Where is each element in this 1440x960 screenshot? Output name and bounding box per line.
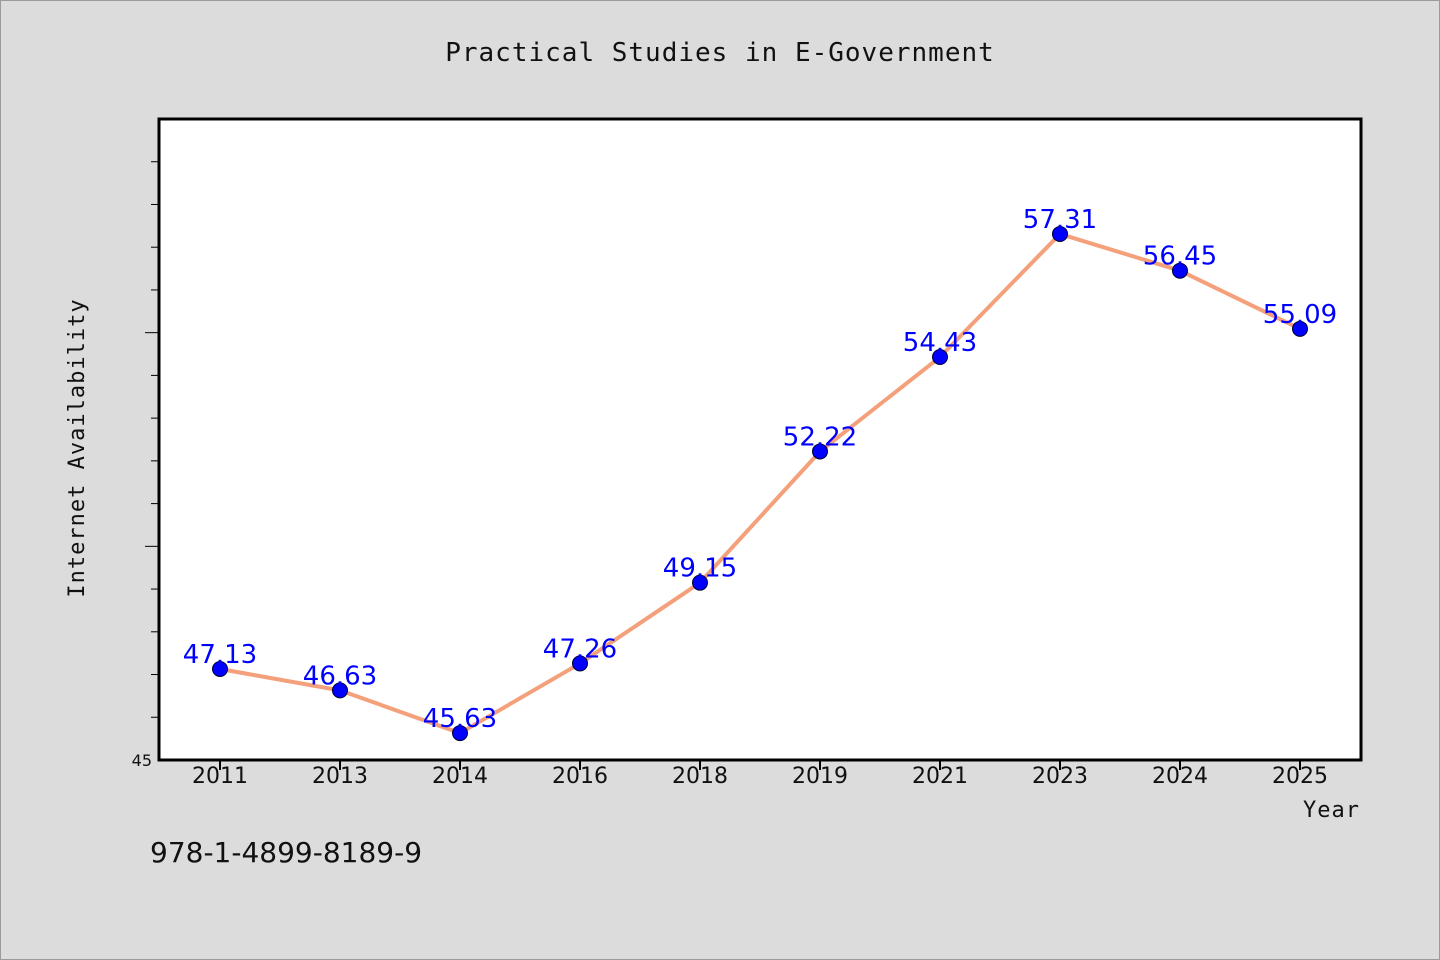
x-tick-label: 2011 xyxy=(192,764,248,789)
y-axis-min-label: 45 xyxy=(132,751,152,770)
data-point xyxy=(1172,262,1188,279)
data-label: 52.22 xyxy=(783,422,857,452)
chart-title: Practical Studies in E-Government xyxy=(445,38,995,68)
data-label: 54.43 xyxy=(903,328,977,358)
data-point xyxy=(812,443,828,460)
data-point xyxy=(692,574,708,591)
isbn-text: 978-1-4899-8189-9 xyxy=(150,836,422,869)
data-markers xyxy=(212,225,1308,742)
y-axis-ticks xyxy=(145,161,159,718)
data-label: 47.26 xyxy=(543,634,617,664)
y-axis-title: Internet Availability xyxy=(65,298,90,597)
x-tick-label: 2016 xyxy=(552,764,608,789)
data-point xyxy=(1052,225,1068,242)
x-axis-title: Year xyxy=(1303,798,1360,823)
data-point xyxy=(332,682,348,699)
plot-area xyxy=(157,117,1363,762)
data-label: 49.15 xyxy=(663,554,737,584)
data-point xyxy=(212,660,228,677)
data-label: 56.45 xyxy=(1143,242,1217,272)
data-point xyxy=(932,349,948,366)
x-tick-label: 2025 xyxy=(1272,764,1328,789)
x-axis: 2011 2013 2014 2016 2018 2019 2021 2023 2024 2025 xyxy=(192,760,1328,789)
data-label: 55.09 xyxy=(1263,300,1337,330)
data-label: 46.63 xyxy=(303,661,377,691)
data-label: 47.13 xyxy=(183,640,257,670)
x-tick-label: 2019 xyxy=(792,764,848,789)
series-line xyxy=(219,231,1301,736)
data-point xyxy=(572,655,588,672)
data-label: 57.31 xyxy=(1023,205,1097,235)
data-point xyxy=(452,725,468,742)
x-tick-label: 2013 xyxy=(312,764,368,789)
data-labels: 47.13 46.63 45.63 47.26 49.15 52.22 54.43 57.31… xyxy=(183,205,1337,734)
x-tick-label: 2021 xyxy=(912,764,968,789)
data-point xyxy=(1292,320,1308,337)
x-tick-label: 2023 xyxy=(1032,764,1088,789)
x-tick-label: 2018 xyxy=(672,764,728,789)
data-label: 45.63 xyxy=(423,704,497,734)
x-tick-label: 2014 xyxy=(432,764,488,789)
x-tick-label: 2024 xyxy=(1152,764,1208,789)
